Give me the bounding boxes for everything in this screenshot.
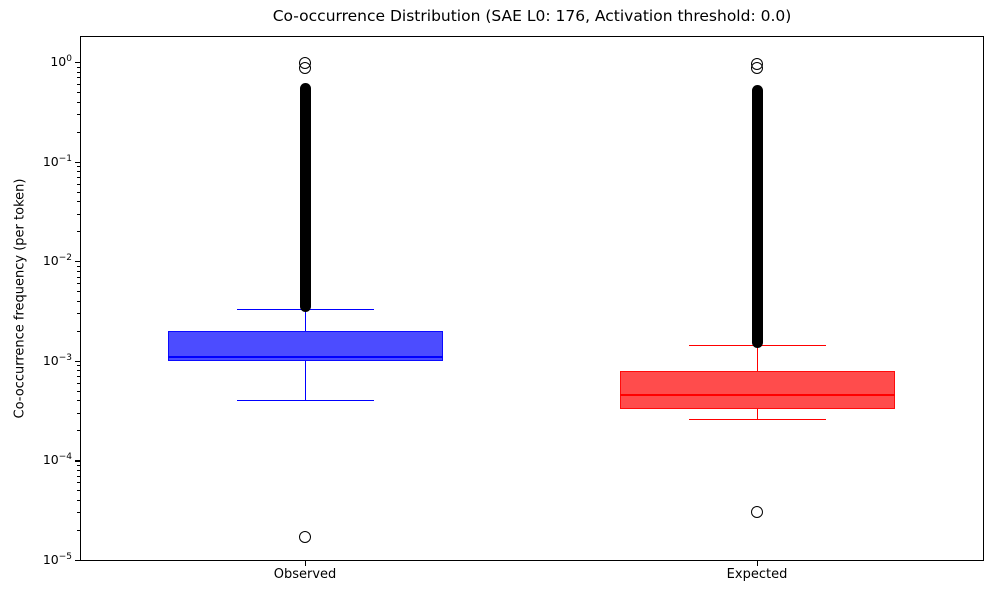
expected-outlier — [751, 62, 763, 75]
y-minor-tick — [77, 382, 80, 384]
observed-outlier-column — [299, 82, 311, 313]
y-major-tick — [75, 161, 80, 163]
y-minor-tick — [77, 191, 80, 193]
expected-whisker-lower — [757, 408, 758, 420]
y-minor-tick — [77, 276, 80, 278]
y-minor-tick — [77, 183, 80, 185]
y-minor-tick — [77, 470, 80, 472]
y-minor-tick — [77, 490, 80, 492]
y-minor-tick — [77, 166, 80, 168]
y-tick-label: 10−5 — [42, 552, 72, 568]
y-minor-tick — [77, 365, 80, 367]
observed-outlier — [299, 61, 311, 74]
y-minor-tick — [77, 131, 80, 133]
observed-outlier — [299, 531, 311, 544]
y-minor-tick — [77, 291, 80, 293]
y-minor-tick — [77, 201, 80, 203]
chart-title: Co-occurrence Distribution (SAE L0: 176,… — [272, 7, 792, 25]
y-minor-tick — [77, 114, 80, 116]
y-tick-label: 10−3 — [42, 352, 72, 368]
y-minor-tick — [77, 376, 80, 378]
y-major-tick — [75, 62, 80, 64]
y-minor-tick — [77, 71, 80, 73]
y-minor-tick — [77, 66, 80, 68]
y-minor-tick — [77, 101, 80, 103]
x-tick-label-expected: Expected — [726, 567, 788, 582]
y-major-tick — [75, 261, 80, 263]
y-minor-tick — [77, 482, 80, 484]
y-minor-tick — [77, 400, 80, 402]
y-minor-tick — [77, 500, 80, 502]
y-minor-tick — [77, 283, 80, 285]
y-tick-label: 100 — [50, 54, 72, 70]
y-minor-tick — [77, 412, 80, 414]
y-axis-label: Co-occurrence frequency (per token) — [12, 178, 28, 419]
y-minor-tick — [77, 231, 80, 233]
y-tick-label: 10−2 — [42, 253, 72, 269]
observed-cap-lower — [236, 400, 374, 402]
y-minor-tick — [77, 464, 80, 466]
observed-median — [167, 355, 443, 358]
y-minor-tick — [77, 370, 80, 372]
y-minor-tick — [77, 77, 80, 79]
y-minor-tick — [77, 265, 80, 267]
expected-box — [619, 370, 895, 409]
y-minor-tick — [77, 475, 80, 477]
y-minor-tick — [77, 213, 80, 215]
y-minor-tick — [77, 84, 80, 86]
expected-outlier — [751, 506, 763, 519]
y-tick-label: 10−4 — [42, 452, 72, 468]
y-major-tick — [75, 560, 80, 562]
y-minor-tick — [77, 512, 80, 514]
y-major-tick — [75, 360, 80, 362]
y-minor-tick — [77, 390, 80, 392]
expected-whisker-upper — [757, 345, 758, 371]
y-minor-tick — [77, 313, 80, 315]
y-tick-label: 10−1 — [42, 153, 72, 169]
y-minor-tick — [77, 330, 80, 332]
expected-outlier-column — [751, 84, 763, 349]
y-minor-tick — [77, 177, 80, 179]
y-minor-tick — [77, 300, 80, 302]
observed-whisker-upper — [305, 309, 306, 331]
y-minor-tick — [77, 270, 80, 272]
x-tick — [757, 561, 759, 566]
y-minor-tick — [77, 530, 80, 532]
y-minor-tick — [77, 171, 80, 173]
x-tick-label-observed: Observed — [273, 567, 337, 582]
expected-median — [619, 394, 895, 397]
x-tick — [305, 561, 307, 566]
y-minor-tick — [77, 430, 80, 432]
y-major-tick — [75, 460, 80, 462]
y-minor-tick — [77, 91, 80, 93]
observed-whisker-lower — [305, 360, 306, 401]
expected-cap-lower — [688, 419, 826, 421]
plot-area — [80, 36, 984, 561]
